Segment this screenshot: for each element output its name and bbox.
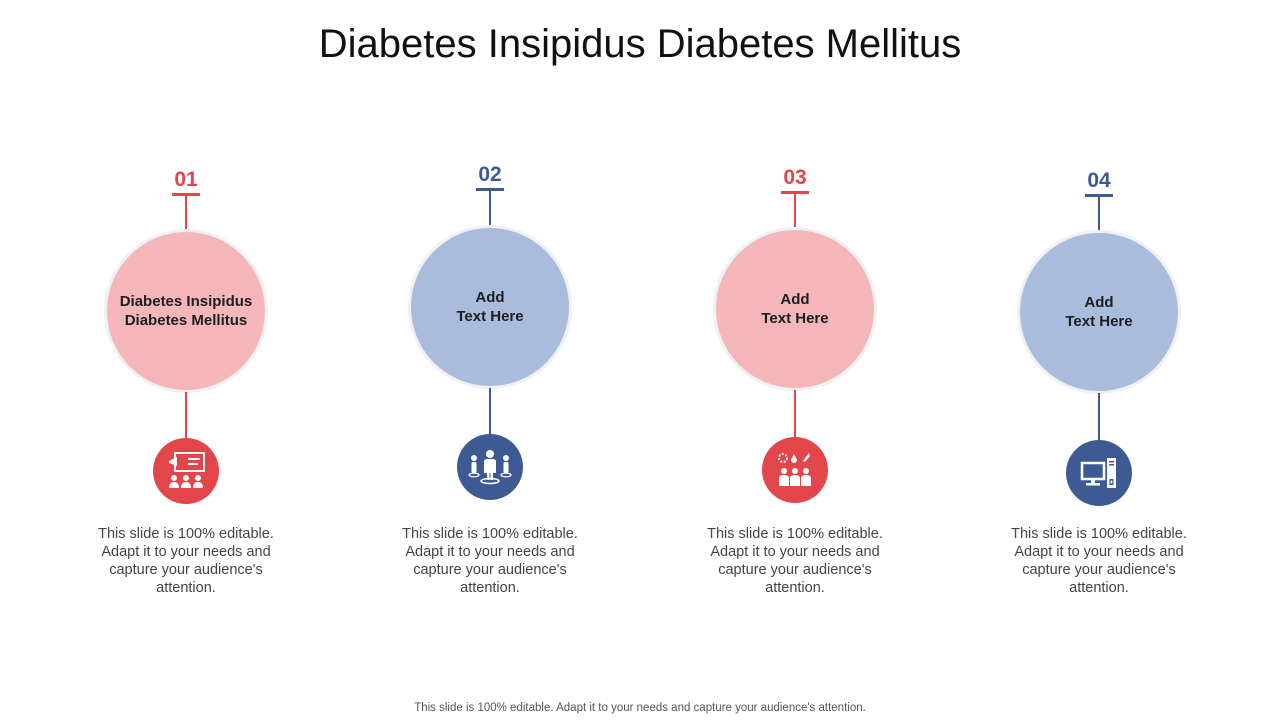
step-number: 01: [174, 168, 198, 191]
step-4: 04 Add Text Here This slide is 100% edit…: [999, 0, 1199, 720]
connector-line: [489, 191, 491, 228]
step-number: 04: [1087, 169, 1111, 192]
step-circle: Add Text Here: [716, 230, 874, 388]
step-circle-text: Add Text Here: [1065, 294, 1133, 330]
step-circle: Add Text Here: [1020, 233, 1178, 391]
step-number: 03: [783, 166, 807, 189]
step-number: 02: [478, 163, 502, 186]
step-1: 01 Diabetes Insipidus Diabetes Mellitus …: [86, 0, 286, 720]
icon-circle: [762, 437, 828, 503]
step-description: This slide is 100% editable. Adapt it to…: [707, 526, 883, 596]
number-underline: [172, 193, 200, 196]
step-circle-text: Add Text Here: [456, 289, 524, 325]
step-2: 02 Add Text Here This slide is 100% edit…: [390, 0, 590, 720]
connector-line: [1098, 393, 1100, 440]
group-ideas-icon: [778, 453, 811, 486]
number-underline: [1085, 194, 1113, 197]
step-3: 03 Add Text Here This slide is 100% edit…: [695, 0, 895, 720]
team-leader-icon: [468, 450, 512, 485]
connector-line: [489, 388, 491, 434]
connector-line: [794, 390, 796, 437]
step-circle-text: Diabetes Insipidus Diabetes Mellitus: [119, 293, 253, 329]
icon-circle: [1066, 440, 1132, 506]
footer-note: This slide is 100% editable. Adapt it to…: [414, 702, 866, 714]
number-underline: [781, 191, 809, 194]
step-description: This slide is 100% editable. Adapt it to…: [98, 526, 274, 596]
desktop-computer-icon: [1080, 458, 1116, 488]
icon-circle: [153, 438, 219, 504]
icon-circle: [457, 434, 523, 500]
connector-line: [1098, 197, 1100, 233]
connector-line: [185, 196, 187, 232]
step-circle: Diabetes Insipidus Diabetes Mellitus: [107, 232, 265, 390]
page-title: Diabetes Insipidus Diabetes Mellitus: [318, 22, 962, 66]
number-underline: [476, 188, 504, 191]
presentation-audience-icon: [169, 452, 205, 488]
step-description: This slide is 100% editable. Adapt it to…: [402, 526, 578, 596]
step-circle-text: Add Text Here: [761, 291, 829, 327]
connector-line: [794, 194, 796, 230]
step-description: This slide is 100% editable. Adapt it to…: [1011, 526, 1187, 596]
step-circle: Add Text Here: [411, 228, 569, 386]
connector-line: [185, 392, 187, 438]
